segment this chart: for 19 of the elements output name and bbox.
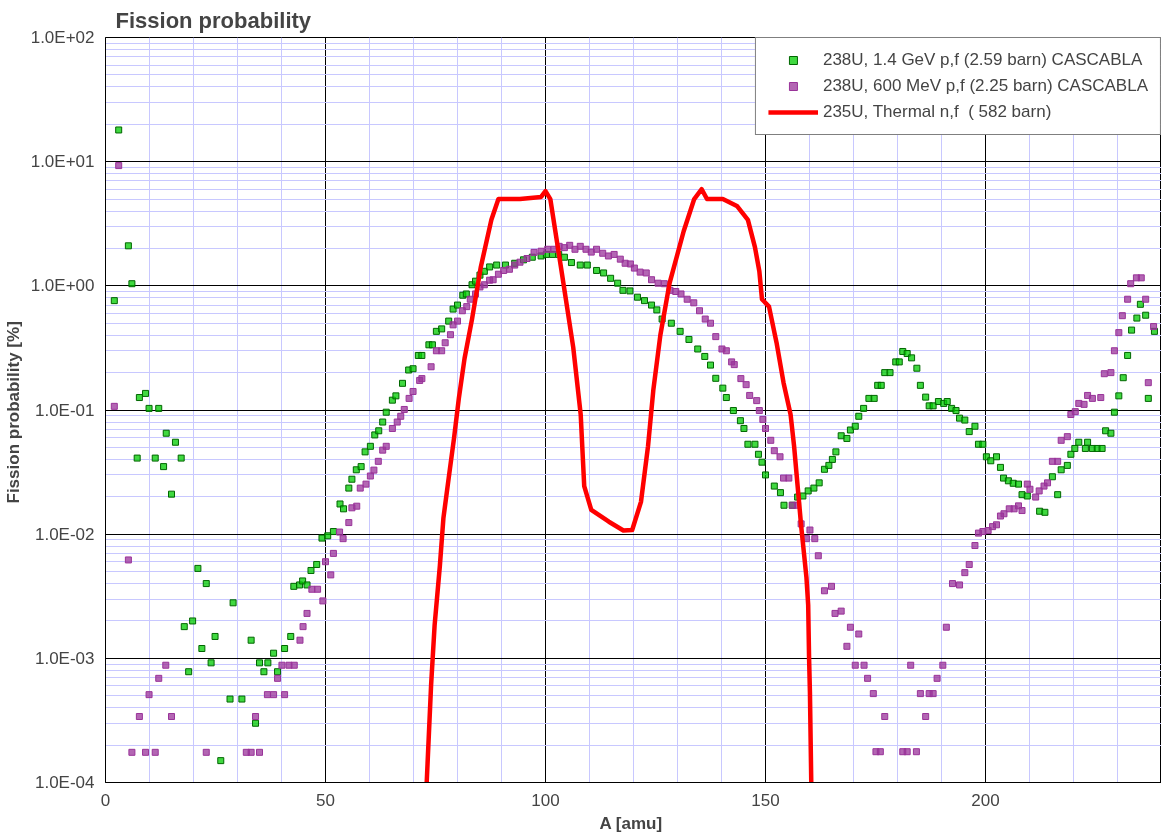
y-tick-label: 1.0E+00: [30, 276, 95, 296]
legend-label: 238U, 1.4 GeV p,f (2.59 barn) CASCABLA: [822, 50, 1143, 70]
x-tick-label: 0: [100, 790, 111, 810]
x-tick-label: 50: [316, 790, 335, 810]
y-tick-label: 1.0E+01: [30, 152, 95, 172]
y-tick-label: 1.0E-04: [34, 773, 95, 792]
legend-label: 235U, Thermal n,f ( 582 barn): [822, 102, 1052, 122]
y-tick-label: 1.0E-01: [34, 400, 95, 420]
y-tick-label: 1.0E-03: [34, 648, 95, 668]
legend-label: 238U, 600 MeV p,f (2.25 barn) CASCABLA: [822, 76, 1148, 96]
x-tick-label: 200: [971, 790, 1000, 810]
y-tick-label: 1.0E+02: [30, 28, 95, 47]
y-tick-label: 1.0E-02: [34, 524, 95, 544]
y-axis-title: Fission probability [%]: [3, 321, 23, 504]
x-tick-label: 150: [751, 790, 780, 810]
x-tick-label: 100: [531, 790, 560, 810]
chart-title: Fission probability: [115, 7, 312, 33]
line-series: [424, 186, 814, 783]
x-axis-title: A [amu]: [599, 813, 663, 833]
